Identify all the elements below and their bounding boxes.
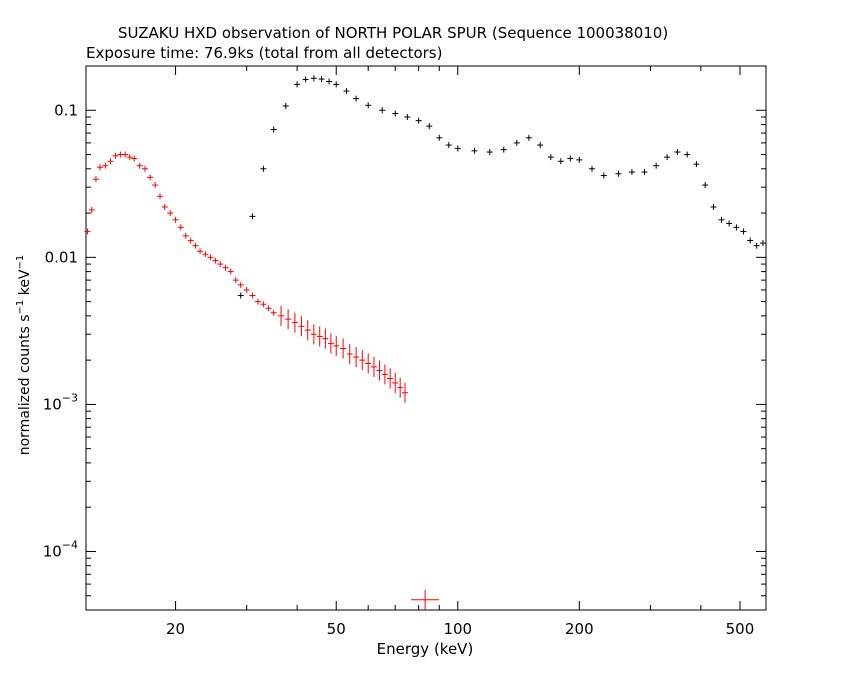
chart-title: SUZAKU HXD observation of NORTH POLAR SP… xyxy=(118,24,669,42)
y-tick-label: 0.01 xyxy=(45,248,78,266)
y-tick-label: 10−4 xyxy=(43,538,78,560)
y-tick-exponent: −4 xyxy=(62,538,78,551)
y-tick-label: 0.1 xyxy=(54,101,78,119)
x-axis-label-text: Energy (keV) xyxy=(376,640,474,658)
chart-subtitle: Exposure time: 76.9ks (total from all de… xyxy=(86,44,443,62)
plot-frame xyxy=(85,65,767,611)
y-axis-label-mid: keV xyxy=(16,269,33,300)
x-tick-label: 20 xyxy=(166,620,185,638)
y-tick-label: 10−3 xyxy=(43,391,78,413)
y-axis-label-exp1: −1 xyxy=(15,299,27,315)
y-axis-label: normalized counts s−1 keV−1 xyxy=(15,255,33,456)
x-axis-label: Energy (keV) xyxy=(0,640,850,658)
x-tick-label: 50 xyxy=(327,620,346,638)
y-axis-label-exp2: −1 xyxy=(15,254,27,270)
x-tick-label: 100 xyxy=(443,620,472,638)
y-tick-exponent: −3 xyxy=(62,391,78,404)
x-tick-label: 500 xyxy=(726,620,755,638)
y-axis-label-pre: normalized counts s xyxy=(16,314,33,456)
x-tick-label: 200 xyxy=(565,620,594,638)
